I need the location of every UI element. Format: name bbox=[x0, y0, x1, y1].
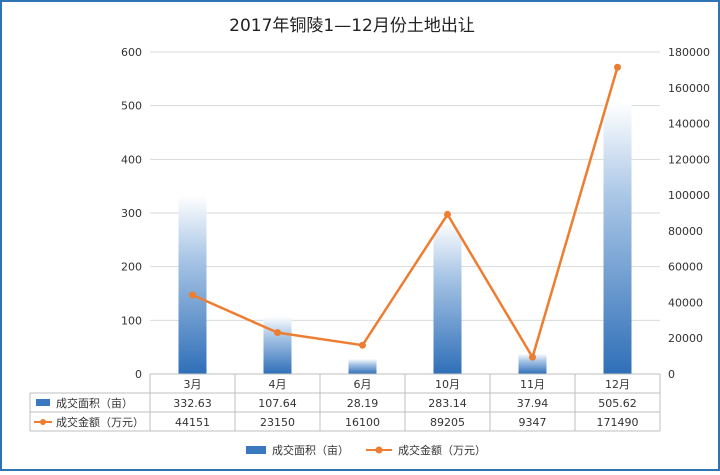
left-axis-tick-label: 200 bbox=[121, 261, 142, 274]
left-axis-tick-label: 500 bbox=[121, 100, 142, 113]
line-value-label: 89205 bbox=[430, 416, 465, 429]
chart-title: 2017年铜陵1—12月份土地出让 bbox=[229, 16, 475, 36]
line-point bbox=[529, 353, 536, 361]
line-point bbox=[614, 63, 621, 71]
category-label: 11月 bbox=[520, 378, 545, 391]
right-axis-tick-label: 160000 bbox=[668, 82, 710, 95]
bar bbox=[518, 353, 547, 374]
line-value-label: 23150 bbox=[260, 416, 295, 429]
bar-value-label: 107.64 bbox=[258, 397, 297, 410]
right-axis-tick-label: 140000 bbox=[668, 118, 710, 131]
right-axis-tick-label: 180000 bbox=[668, 46, 710, 59]
line-point bbox=[359, 341, 366, 349]
right-axis-tick-label: 20000 bbox=[668, 332, 703, 345]
bar bbox=[178, 195, 207, 374]
left-axis-tick-label: 600 bbox=[121, 46, 142, 59]
bar-value-label: 505.62 bbox=[598, 397, 637, 410]
line-point bbox=[189, 291, 196, 299]
legend-series-name: 成交面积（亩） bbox=[272, 443, 349, 457]
line-value-label: 9347 bbox=[519, 416, 547, 429]
right-axis-tick-label: 100000 bbox=[668, 189, 710, 202]
left-axis-tick-label: 0 bbox=[135, 368, 142, 381]
legend-series-name: 成交金额（万元） bbox=[398, 443, 486, 457]
line-value-label: 44151 bbox=[175, 416, 210, 429]
bar bbox=[348, 358, 377, 374]
category-label: 10月 bbox=[435, 378, 460, 391]
category-label: 3月 bbox=[184, 378, 202, 391]
right-axis-tick-label: 0 bbox=[668, 368, 675, 381]
category-label: 6月 bbox=[354, 378, 372, 391]
right-axis-tick-label: 80000 bbox=[668, 225, 703, 238]
bar-value-label: 283.14 bbox=[428, 397, 467, 410]
bar bbox=[433, 222, 462, 374]
table-series-name: 成交面积（亩） bbox=[56, 396, 133, 410]
legend-line-key-marker bbox=[375, 446, 383, 454]
right-axis-tick-label: 60000 bbox=[668, 261, 703, 274]
line-value-label: 16100 bbox=[345, 416, 380, 429]
left-axis-tick-label: 300 bbox=[121, 207, 142, 220]
legend-bar-key bbox=[246, 446, 266, 454]
bar-value-label: 28.19 bbox=[347, 397, 379, 410]
series-line bbox=[191, 66, 619, 359]
bar-value-label: 37.94 bbox=[517, 397, 549, 410]
line-value-label: 171490 bbox=[597, 416, 639, 429]
left-axis-tick-label: 100 bbox=[121, 314, 142, 327]
bar bbox=[603, 102, 632, 374]
category-label: 12月 bbox=[605, 378, 630, 391]
line-point bbox=[274, 329, 281, 337]
bar bbox=[263, 316, 292, 374]
right-axis-tick-label: 120000 bbox=[668, 153, 710, 166]
table-line-key-marker bbox=[40, 419, 46, 425]
table-bar-key bbox=[36, 399, 50, 406]
bar-value-label: 332.63 bbox=[173, 397, 212, 410]
line-point bbox=[444, 210, 451, 218]
table-series-name: 成交金额（万元） bbox=[56, 415, 144, 429]
left-axis-tick-label: 400 bbox=[121, 153, 142, 166]
right-axis-tick-label: 40000 bbox=[668, 296, 703, 309]
category-label: 4月 bbox=[269, 378, 287, 391]
